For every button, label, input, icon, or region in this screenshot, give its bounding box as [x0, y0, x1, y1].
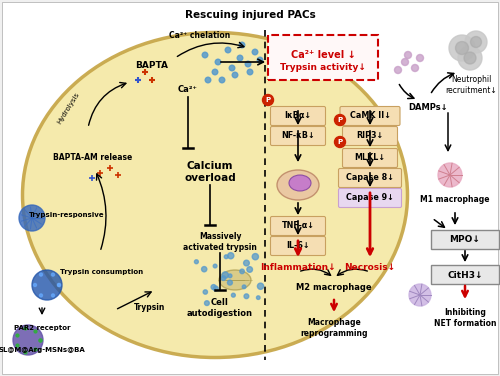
Text: BAPTA-AM release: BAPTA-AM release — [54, 153, 132, 162]
Circle shape — [247, 69, 253, 75]
Circle shape — [244, 294, 249, 299]
Circle shape — [242, 285, 246, 289]
Circle shape — [32, 270, 62, 300]
Text: Trypsin consumption: Trypsin consumption — [60, 269, 144, 275]
Circle shape — [247, 267, 252, 272]
Ellipse shape — [289, 175, 311, 191]
Circle shape — [228, 280, 232, 285]
Circle shape — [456, 41, 468, 55]
Circle shape — [228, 274, 232, 278]
Circle shape — [224, 255, 228, 259]
Circle shape — [225, 47, 231, 53]
Text: Necrosis↓: Necrosis↓ — [344, 262, 396, 271]
Text: Ca²⁺ chelation: Ca²⁺ chelation — [170, 30, 230, 39]
Circle shape — [252, 253, 258, 260]
Circle shape — [52, 273, 54, 276]
Text: Hydrolysis: Hydrolysis — [56, 91, 80, 125]
FancyBboxPatch shape — [270, 237, 326, 256]
Text: IκBα↓: IκBα↓ — [284, 112, 312, 120]
Circle shape — [334, 115, 345, 126]
Circle shape — [239, 42, 245, 48]
Text: Trypsin activity↓: Trypsin activity↓ — [280, 64, 366, 73]
Text: Ca²⁺: Ca²⁺ — [178, 85, 198, 94]
Text: Inflammation↓: Inflammation↓ — [260, 262, 336, 271]
Text: Capase 9↓: Capase 9↓ — [346, 194, 394, 203]
Circle shape — [412, 65, 418, 71]
Text: RIP3↓: RIP3↓ — [356, 132, 384, 141]
FancyBboxPatch shape — [342, 126, 398, 146]
Circle shape — [40, 294, 42, 297]
FancyBboxPatch shape — [338, 188, 402, 208]
Ellipse shape — [22, 32, 407, 358]
Circle shape — [240, 269, 244, 274]
Text: Ca²⁺ level ↓: Ca²⁺ level ↓ — [290, 50, 356, 60]
Circle shape — [221, 276, 226, 280]
Circle shape — [245, 61, 251, 67]
Circle shape — [465, 31, 487, 53]
Circle shape — [205, 77, 211, 83]
Text: MPO↓: MPO↓ — [450, 235, 480, 244]
Circle shape — [244, 260, 250, 266]
FancyBboxPatch shape — [431, 230, 499, 249]
FancyBboxPatch shape — [338, 168, 402, 188]
Circle shape — [228, 253, 234, 259]
Text: Rescuing injured PACs: Rescuing injured PACs — [184, 10, 316, 20]
Text: Trypsin-responsive: Trypsin-responsive — [29, 212, 105, 218]
Ellipse shape — [219, 270, 251, 290]
Text: BAPTA: BAPTA — [136, 61, 168, 70]
Text: NF-κB↓: NF-κB↓ — [281, 132, 315, 141]
Circle shape — [458, 46, 482, 70]
Circle shape — [252, 49, 258, 55]
Circle shape — [213, 264, 217, 268]
Circle shape — [214, 286, 218, 291]
Text: Calcium
overload: Calcium overload — [184, 161, 236, 183]
Circle shape — [256, 296, 260, 299]
Text: Cell
autodigestion: Cell autodigestion — [187, 298, 253, 318]
Text: P: P — [338, 117, 342, 123]
Circle shape — [203, 290, 207, 294]
Text: MLKL↓: MLKL↓ — [354, 153, 386, 162]
Circle shape — [202, 52, 208, 58]
Circle shape — [215, 59, 221, 65]
Text: Capase 8↓: Capase 8↓ — [346, 173, 394, 182]
Circle shape — [229, 65, 235, 71]
Text: IL-6↓: IL-6↓ — [286, 241, 310, 250]
Circle shape — [404, 52, 411, 59]
Text: P: P — [338, 139, 342, 145]
Text: TNF-α↓: TNF-α↓ — [282, 221, 314, 230]
Text: Massively
activated trypsin: Massively activated trypsin — [183, 232, 257, 252]
Circle shape — [211, 285, 216, 290]
FancyBboxPatch shape — [340, 106, 400, 126]
Circle shape — [257, 57, 263, 63]
FancyBboxPatch shape — [270, 217, 326, 235]
Text: M2 macrophage: M2 macrophage — [296, 284, 372, 293]
Text: M1 macrophage: M1 macrophage — [420, 196, 490, 205]
FancyBboxPatch shape — [270, 126, 326, 146]
Circle shape — [219, 77, 225, 83]
Circle shape — [449, 35, 475, 61]
Circle shape — [222, 272, 228, 278]
Text: Neutrophil
recruitment↓: Neutrophil recruitment↓ — [445, 75, 497, 95]
Circle shape — [58, 284, 60, 287]
Circle shape — [19, 205, 45, 231]
Circle shape — [470, 36, 482, 47]
Text: Macrophage
reprogramming: Macrophage reprogramming — [300, 318, 368, 338]
Text: P: P — [266, 97, 270, 103]
Circle shape — [464, 52, 476, 64]
Circle shape — [416, 55, 424, 62]
Circle shape — [334, 136, 345, 147]
Circle shape — [202, 267, 207, 272]
Circle shape — [237, 55, 243, 61]
FancyBboxPatch shape — [270, 106, 326, 126]
Text: DAMPs↓: DAMPs↓ — [408, 103, 448, 112]
Text: CitH3↓: CitH3↓ — [448, 270, 483, 279]
Text: Trypsin: Trypsin — [134, 303, 166, 312]
Circle shape — [40, 273, 42, 276]
Text: Inhibiting
NET formation: Inhibiting NET formation — [434, 308, 496, 328]
Circle shape — [13, 325, 43, 355]
FancyBboxPatch shape — [431, 265, 499, 284]
Circle shape — [52, 294, 54, 297]
Circle shape — [409, 284, 431, 306]
Circle shape — [394, 67, 402, 73]
